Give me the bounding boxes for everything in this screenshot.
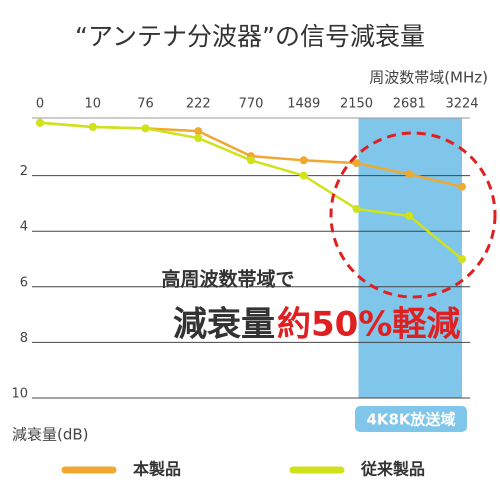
x-tick-label: 76 bbox=[137, 97, 154, 112]
y-tick-label: 4 bbox=[20, 220, 28, 235]
plot-area: 2 4 6 8 10 0 10 76 222 770 1489 2150 2681 3224 bbox=[11, 97, 478, 402]
point bbox=[299, 156, 308, 165]
y-tick-label: 2 bbox=[20, 164, 28, 179]
legend-label: 従来製品 bbox=[360, 460, 425, 479]
point bbox=[458, 182, 466, 191]
point bbox=[36, 118, 44, 127]
annotation: 減衰量 bbox=[173, 305, 275, 345]
x-tick-label: 0 bbox=[36, 97, 44, 112]
highlight-label: 4K8K放送域 bbox=[366, 411, 455, 429]
annotation: 高周波数帯域で bbox=[161, 268, 294, 291]
x-tick-label: 2681 bbox=[393, 97, 426, 112]
x-axis-label: 周波数帯域(MHz) bbox=[369, 69, 488, 87]
point bbox=[352, 159, 361, 168]
point bbox=[405, 211, 414, 220]
x-tick-label: 3224 bbox=[445, 97, 478, 112]
point bbox=[247, 156, 255, 165]
point bbox=[352, 204, 361, 213]
x-tick-label: 2150 bbox=[340, 97, 373, 112]
highlight-band bbox=[358, 118, 462, 398]
point bbox=[458, 255, 466, 263]
point bbox=[194, 127, 203, 136]
y-tick-label: 10 bbox=[11, 387, 28, 402]
legend-label: 本製品 bbox=[133, 460, 181, 479]
x-tick-label: 770 bbox=[239, 97, 264, 112]
annotation: 約50%軽減 bbox=[277, 305, 460, 345]
point bbox=[299, 171, 308, 180]
y-axis-label: 減衰量(dB) bbox=[12, 426, 89, 444]
highlight-circle bbox=[329, 131, 497, 299]
chart-title: “アンテナ分波器”の信号減衰量 bbox=[75, 22, 425, 51]
y-tick-label: 6 bbox=[20, 275, 28, 290]
x-tick-label: 1489 bbox=[287, 97, 320, 112]
point bbox=[194, 134, 203, 143]
x-tick-label: 222 bbox=[186, 97, 211, 112]
point bbox=[141, 124, 150, 133]
y-tick-label: 8 bbox=[20, 331, 28, 346]
point bbox=[405, 170, 414, 179]
point bbox=[88, 122, 97, 131]
x-tick-label: 10 bbox=[84, 97, 101, 112]
highlight-label-box bbox=[355, 406, 467, 432]
